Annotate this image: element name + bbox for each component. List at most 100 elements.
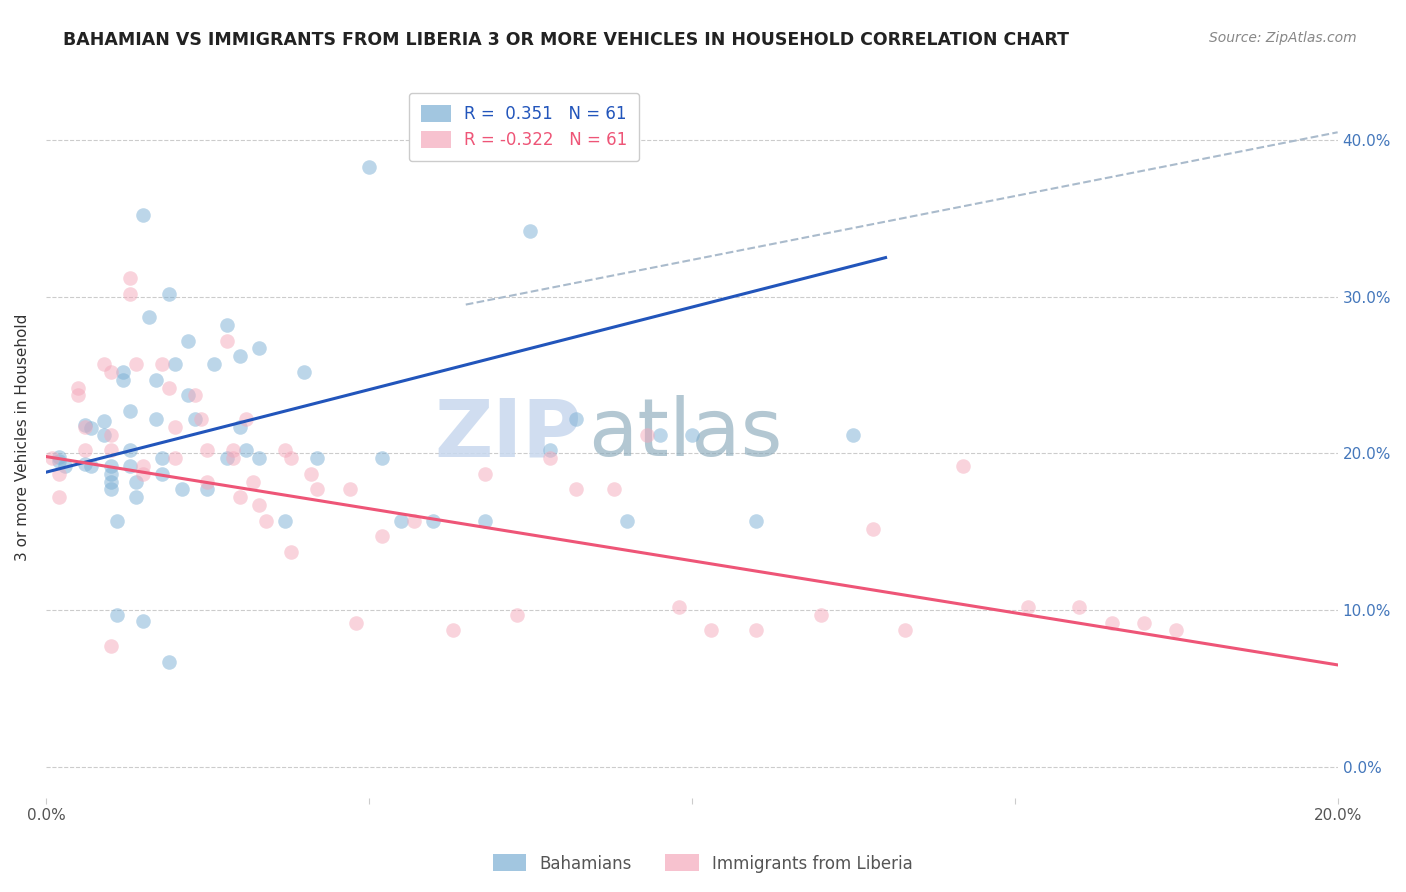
Point	[197, 443, 219, 458]
Point	[506, 607, 529, 622]
Point	[1133, 615, 1156, 630]
Point	[73, 458, 96, 472]
Text: atlas: atlas	[589, 395, 783, 473]
Point	[48, 450, 70, 464]
Point	[150, 467, 173, 481]
Point	[125, 475, 148, 489]
Point	[235, 443, 257, 458]
Point	[100, 365, 122, 379]
Point	[73, 419, 96, 434]
Point	[80, 458, 103, 473]
Point	[292, 365, 315, 379]
Point	[810, 607, 832, 622]
Point	[73, 418, 96, 433]
Point	[73, 443, 96, 458]
Point	[67, 388, 90, 402]
Point	[952, 458, 974, 473]
Point	[422, 514, 444, 528]
Point	[299, 467, 322, 481]
Point	[125, 490, 148, 504]
Point	[132, 458, 155, 473]
Point	[404, 514, 426, 528]
Point	[112, 373, 135, 387]
Point	[138, 310, 160, 325]
Point	[177, 388, 200, 402]
Point	[648, 427, 671, 442]
Point	[67, 381, 90, 395]
Point	[177, 334, 200, 348]
Point	[274, 443, 297, 458]
Point	[538, 451, 561, 466]
Point	[48, 490, 70, 504]
Point	[118, 286, 141, 301]
Point	[165, 451, 187, 466]
Point	[183, 388, 205, 402]
Point	[228, 490, 250, 504]
Point	[280, 545, 302, 559]
Point	[1069, 599, 1091, 614]
Point	[247, 342, 270, 356]
Point	[93, 413, 115, 427]
Point	[274, 514, 297, 528]
Point	[603, 483, 626, 497]
Point	[118, 271, 141, 285]
Point	[668, 599, 690, 614]
Text: Source: ZipAtlas.com: Source: ZipAtlas.com	[1209, 31, 1357, 45]
Point	[118, 404, 141, 418]
Point	[118, 458, 141, 473]
Point	[235, 412, 257, 426]
Point	[48, 467, 70, 481]
Point	[165, 357, 187, 371]
Point	[519, 224, 541, 238]
Point	[344, 615, 367, 630]
Point	[170, 483, 193, 497]
Point	[441, 624, 464, 638]
Point	[862, 522, 884, 536]
Point	[100, 427, 122, 442]
Point	[165, 419, 187, 434]
Point	[215, 451, 238, 466]
Point	[100, 458, 122, 473]
Point	[371, 451, 394, 466]
Point	[100, 483, 122, 497]
Point	[93, 357, 115, 371]
Point	[100, 467, 122, 481]
Point	[100, 475, 122, 489]
Point	[145, 373, 167, 387]
Point	[307, 451, 329, 466]
Point	[197, 475, 219, 489]
Point	[474, 514, 496, 528]
Point	[132, 614, 155, 628]
Point	[538, 443, 561, 458]
Point	[228, 349, 250, 363]
Point	[222, 451, 245, 466]
Point	[228, 419, 250, 434]
Point	[112, 365, 135, 379]
Legend: R =  0.351   N = 61, R = -0.322   N = 61: R = 0.351 N = 61, R = -0.322 N = 61	[409, 93, 638, 161]
Point	[474, 467, 496, 481]
Point	[700, 624, 723, 638]
Point	[339, 483, 361, 497]
Point	[215, 334, 238, 348]
Point	[190, 412, 212, 426]
Point	[100, 443, 122, 458]
Point	[389, 514, 412, 528]
Point	[150, 451, 173, 466]
Point	[145, 412, 167, 426]
Point	[132, 208, 155, 222]
Text: BAHAMIAN VS IMMIGRANTS FROM LIBERIA 3 OR MORE VEHICLES IN HOUSEHOLD CORRELATION : BAHAMIAN VS IMMIGRANTS FROM LIBERIA 3 OR…	[63, 31, 1070, 49]
Point	[80, 421, 103, 435]
Point	[41, 451, 63, 466]
Point	[222, 443, 245, 458]
Point	[150, 357, 173, 371]
Point	[125, 357, 148, 371]
Point	[371, 529, 394, 543]
Point	[105, 514, 128, 528]
Point	[157, 286, 180, 301]
Point	[93, 427, 115, 442]
Point	[202, 357, 225, 371]
Point	[254, 514, 277, 528]
Point	[1101, 615, 1123, 630]
Point	[1166, 624, 1188, 638]
Point	[183, 412, 205, 426]
